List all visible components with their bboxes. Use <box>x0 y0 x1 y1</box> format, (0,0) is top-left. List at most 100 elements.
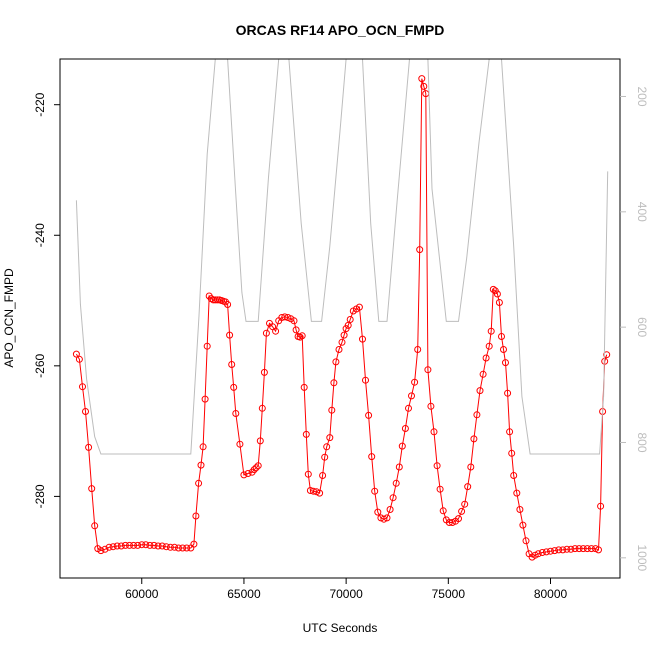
y-tick-label: -220 <box>33 92 47 116</box>
data-point <box>195 479 203 487</box>
data-point <box>332 358 340 366</box>
data-point <box>368 453 376 461</box>
data-point <box>203 342 211 350</box>
x-tick-label: 75000 <box>432 587 466 601</box>
data-point <box>262 329 270 337</box>
data-point <box>559 546 567 554</box>
data-point <box>476 387 484 395</box>
x-tick-label: 80000 <box>534 587 568 601</box>
data-point <box>326 434 334 442</box>
data-point <box>85 443 93 451</box>
data-point <box>232 410 240 417</box>
data-point <box>498 333 505 340</box>
data-point <box>479 370 487 378</box>
data-point <box>555 546 563 554</box>
data-point <box>420 82 428 90</box>
data-point <box>583 545 591 553</box>
data-point <box>244 470 252 477</box>
data-point <box>482 354 490 362</box>
data-point <box>398 442 406 450</box>
data-point <box>117 542 125 550</box>
data-point <box>436 485 444 493</box>
data-point <box>597 502 605 510</box>
data-point <box>330 379 338 387</box>
data-point <box>175 544 182 552</box>
data-point <box>313 488 320 496</box>
data-point <box>338 338 346 346</box>
data-point <box>595 546 602 554</box>
axes-layer: 60000 65000 70000 75000 80000 -220 -240 -260 -28… <box>33 58 649 601</box>
data-point <box>567 545 575 553</box>
data-point <box>467 463 475 471</box>
secondary-series-line <box>75 59 609 455</box>
data-point <box>105 543 113 551</box>
data-point <box>335 346 343 353</box>
x-tick-label: 60000 <box>125 587 159 601</box>
y-tick-label: -240 <box>33 223 47 247</box>
data-point <box>575 545 583 553</box>
data-point <box>411 378 419 386</box>
data-point <box>201 395 209 403</box>
data-point <box>166 543 174 551</box>
plot-frame <box>59 58 621 579</box>
data-point <box>510 472 518 479</box>
data-point <box>427 402 435 410</box>
x-tick-label: 65000 <box>227 587 261 601</box>
y-tick-label: -280 <box>33 484 47 508</box>
y2-tick-label: 800 <box>635 432 649 452</box>
data-point <box>464 483 472 491</box>
data-point <box>197 461 205 469</box>
data-point <box>158 542 166 550</box>
data-point <box>355 303 363 311</box>
data-point <box>298 332 306 340</box>
data-point <box>522 537 530 545</box>
data-point <box>300 383 308 391</box>
data-point <box>519 521 527 529</box>
data-point <box>371 487 379 495</box>
data-point <box>344 321 352 329</box>
data-point <box>416 246 424 254</box>
data-point <box>502 359 509 367</box>
data-point <box>281 313 289 321</box>
data-point <box>485 342 493 350</box>
y2-tick-label: 200 <box>635 86 649 106</box>
data-point <box>226 331 234 339</box>
data-point <box>224 301 232 308</box>
data-point <box>408 392 415 400</box>
data-point <box>603 351 611 359</box>
data-point <box>362 376 369 384</box>
data-point <box>534 550 542 558</box>
data-point <box>493 290 501 298</box>
data-point <box>455 515 462 523</box>
chart-title: ORCAS RF14 APO_OCN_FMPD <box>236 22 445 38</box>
data-point <box>256 437 264 445</box>
data-point <box>433 462 441 470</box>
data-point <box>146 541 154 549</box>
data-point <box>121 541 129 549</box>
data-point <box>323 443 331 451</box>
data-point <box>101 545 109 553</box>
data-point <box>340 331 348 339</box>
data-point <box>579 545 587 553</box>
data-point <box>321 453 329 461</box>
series-line <box>75 78 608 558</box>
data-point <box>192 512 200 520</box>
data-point <box>542 548 550 556</box>
data-point <box>401 425 409 432</box>
data-point <box>448 519 456 526</box>
data-point <box>79 383 86 391</box>
data-point <box>504 389 512 397</box>
data-point <box>91 522 99 530</box>
data-point <box>563 545 571 553</box>
data-point <box>302 430 310 438</box>
data-point <box>458 507 466 515</box>
data-point <box>414 346 422 353</box>
x-tick-label: 70000 <box>329 587 363 601</box>
data-point <box>228 361 236 368</box>
data-point <box>424 366 432 374</box>
data-point <box>254 462 262 470</box>
data-point <box>290 317 298 325</box>
data-point <box>250 466 258 474</box>
plot-layer <box>72 59 611 561</box>
